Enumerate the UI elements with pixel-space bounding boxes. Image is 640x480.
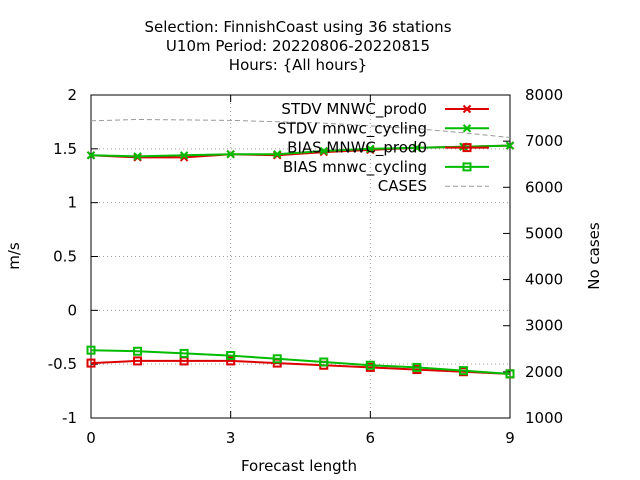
y2-tick-label: 7000 — [525, 132, 563, 150]
series-line — [90, 118, 511, 138]
data-point — [179, 348, 189, 358]
x-axis-label: Forecast length — [241, 457, 357, 475]
data-point — [133, 346, 143, 356]
legend-entry: CASES — [378, 177, 489, 195]
legend-label: BIAS mnwc_cycling — [283, 158, 427, 177]
legend-marker — [462, 124, 472, 133]
chart-title: Selection: FinnishCoast using 36 station… — [144, 18, 451, 74]
data-point — [319, 357, 329, 367]
data-point — [505, 369, 515, 379]
y2-tick-label: 2000 — [525, 363, 563, 381]
legend-entry: STDV mnwc_cycling — [277, 119, 489, 138]
series-line — [90, 144, 511, 158]
legend-entry: STDV MNWC_prod0 — [281, 100, 489, 119]
legend-label: CASES — [378, 177, 427, 195]
y-axis-label: m/s — [5, 242, 23, 270]
x-tick-label: 3 — [226, 429, 236, 447]
legend-label: STDV MNWC_prod0 — [281, 100, 427, 119]
data-point — [412, 362, 422, 372]
y2-tick-label: 5000 — [525, 224, 563, 242]
data-point — [133, 152, 142, 161]
y2-tick-label: 3000 — [525, 317, 563, 335]
y-tick-label: 0.5 — [53, 248, 77, 266]
y2-tick-label: 8000 — [525, 86, 563, 104]
y-tick-label: 0 — [67, 301, 77, 319]
legend-marker — [462, 162, 472, 172]
data-point — [226, 356, 236, 366]
x-tick-label: 0 — [86, 429, 96, 447]
data-point — [458, 366, 468, 376]
data-point — [133, 356, 143, 366]
y-tick-label: 1 — [67, 194, 77, 212]
data-point — [319, 146, 328, 156]
series-layer — [86, 118, 515, 379]
title-line-3: Hours: {All hours} — [229, 56, 367, 74]
y-tick-label: -1 — [62, 409, 77, 427]
legend-label: STDV mnwc_cycling — [277, 119, 427, 138]
y2-tick-label: 6000 — [525, 178, 563, 196]
y-tick-label: 2 — [67, 86, 77, 104]
data-point — [226, 351, 236, 361]
data-point — [226, 150, 235, 159]
series-4 — [90, 118, 511, 138]
title-line-2: U10m Period: 20220806-20220815 — [166, 37, 430, 55]
data-point — [86, 345, 96, 355]
tick-labels: 2 1.5 1 0.5 0 -0.5 -1 8000 7000 6000 5000 4000 3000 2… — [48, 86, 563, 447]
data-point — [86, 358, 96, 368]
series-1 — [86, 141, 515, 161]
y2-axis-label: No cases — [585, 222, 603, 290]
legend-marker — [462, 104, 472, 114]
data-point — [412, 143, 422, 152]
legend-marker — [462, 143, 472, 153]
data-point — [179, 151, 189, 160]
legend-entry: BIAS MNWC_prod0 — [287, 139, 489, 158]
legend-entry: BIAS mnwc_cycling — [283, 158, 489, 177]
data-point — [505, 141, 515, 150]
x-tick-label: 6 — [366, 429, 376, 447]
y-tick-label: 1.5 — [53, 140, 77, 158]
y-tick-label: -0.5 — [48, 355, 77, 373]
data-point — [365, 360, 375, 370]
series-line — [90, 359, 511, 375]
x-tick-label: 9 — [505, 429, 515, 447]
axes — [90, 94, 511, 419]
title-line-1: Selection: FinnishCoast using 36 station… — [144, 18, 451, 36]
y2-tick-label: 1000 — [525, 409, 563, 427]
series-3 — [86, 345, 515, 379]
data-point — [272, 354, 282, 364]
data-point — [273, 150, 282, 159]
series-line — [90, 349, 511, 375]
legend-label: BIAS MNWC_prod0 — [287, 139, 427, 158]
data-point — [366, 144, 375, 154]
data-point — [86, 151, 96, 160]
y2-tick-label: 4000 — [525, 271, 563, 289]
